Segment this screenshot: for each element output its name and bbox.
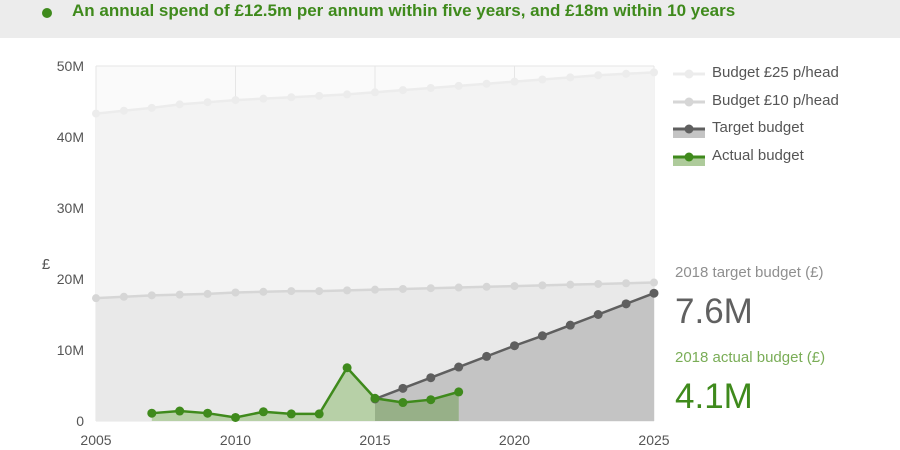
point-budget25[interactable] [259, 94, 268, 103]
point-budget10[interactable] [231, 288, 240, 297]
point-budget25[interactable] [315, 91, 324, 100]
point-budget25[interactable] [147, 103, 156, 112]
actual-budget-value: 4.1M [675, 377, 753, 416]
y-axis-label: £ [42, 256, 51, 273]
legend-swatch-target [673, 124, 705, 138]
point-target[interactable] [593, 310, 603, 319]
point-actual[interactable] [175, 406, 185, 416]
point-target[interactable] [454, 362, 464, 372]
point-actual[interactable] [203, 408, 213, 418]
point-budget25[interactable] [650, 68, 658, 77]
legend-label: Target budget [712, 119, 804, 136]
legend-label: Actual budget [712, 146, 804, 164]
point-actual[interactable] [314, 409, 324, 419]
point-budget10[interactable] [594, 279, 603, 288]
axes: 0 10M 20M 30M 40M 50M 2005 2010 2015 2020 2025 £ [42, 58, 670, 448]
point-budget10[interactable] [343, 286, 352, 295]
target-budget-label: 2018 target budget (£) [675, 264, 824, 281]
point-actual[interactable] [342, 363, 352, 373]
point-budget10[interactable] [119, 292, 128, 301]
point-budget10[interactable] [147, 291, 156, 300]
point-budget25[interactable] [231, 96, 240, 105]
point-budget25[interactable] [510, 77, 519, 86]
x-tick-label: 2015 [359, 432, 390, 448]
y-tick-label: 20M [57, 271, 84, 287]
line-actual [151, 365, 460, 419]
point-budget25[interactable] [622, 69, 631, 78]
point-budget10[interactable] [175, 290, 184, 299]
y-tick-label: 40M [57, 129, 84, 145]
area-overlap [375, 391, 459, 421]
point-actual[interactable] [370, 393, 380, 403]
x-tick-label: 2025 [638, 432, 669, 448]
point-budget10[interactable] [454, 283, 463, 292]
point-budget10[interactable] [426, 284, 435, 293]
point-budget25[interactable] [538, 75, 547, 84]
point-actual[interactable] [454, 387, 464, 397]
point-target[interactable] [482, 351, 492, 361]
legend-label: Budget £10 p/head [712, 91, 839, 109]
point-budget25[interactable] [203, 98, 212, 107]
point-budget10[interactable] [371, 285, 379, 294]
point-actual[interactable] [398, 398, 408, 408]
point-budget10[interactable] [203, 289, 212, 298]
point-budget10[interactable] [622, 279, 631, 288]
point-budget25[interactable] [566, 73, 575, 82]
point-actual[interactable] [286, 409, 296, 419]
area-fills [96, 72, 654, 421]
point-budget10[interactable] [287, 287, 296, 296]
point-budget25[interactable] [454, 81, 463, 90]
y-tick-label: 50M [57, 58, 84, 74]
point-budget10[interactable] [566, 280, 575, 289]
point-budget25[interactable] [398, 86, 407, 95]
point-budget25[interactable] [343, 90, 352, 99]
point-budget10[interactable] [650, 278, 658, 287]
point-target[interactable] [398, 383, 408, 393]
legend-swatch-budget25 [673, 69, 705, 79]
y-tick-label: 0 [76, 413, 84, 429]
actual-budget-label: 2018 actual budget (£) [675, 349, 826, 366]
point-actual[interactable] [426, 395, 436, 405]
point-actual[interactable] [231, 412, 240, 422]
series-points [92, 68, 659, 422]
point-actual[interactable] [147, 408, 157, 418]
bullet-icon [42, 8, 52, 18]
point-target[interactable] [565, 320, 575, 330]
point-target[interactable] [649, 288, 659, 298]
y-tick-label: 30M [57, 200, 84, 216]
page-title: An annual spend of £12.5m per annum with… [72, 1, 736, 20]
point-budget25[interactable] [371, 88, 379, 97]
point-target[interactable] [426, 373, 436, 383]
point-budget25[interactable] [119, 106, 128, 115]
point-budget10[interactable] [92, 294, 100, 303]
point-target[interactable] [621, 299, 631, 309]
target-budget-value: 7.6M [675, 292, 753, 331]
point-target[interactable] [537, 331, 547, 341]
point-budget10[interactable] [510, 282, 519, 291]
point-target[interactable] [510, 341, 519, 351]
point-budget10[interactable] [259, 287, 268, 296]
point-actual[interactable] [258, 407, 268, 417]
legend-swatch-actual [673, 152, 705, 166]
x-tick-label: 2020 [499, 432, 530, 448]
legend-label: Budget £25 p/head [712, 64, 839, 81]
legend-swatch-budget10 [673, 97, 705, 106]
point-budget25[interactable] [426, 84, 435, 93]
point-budget25[interactable] [594, 71, 603, 80]
area-target [375, 293, 654, 421]
point-budget25[interactable] [482, 79, 491, 88]
point-budget10[interactable] [482, 282, 491, 291]
point-budget25[interactable] [287, 93, 296, 102]
x-tick-label: 2005 [80, 432, 111, 448]
header-bar: An annual spend of £12.5m per annum with… [0, 0, 900, 38]
point-budget10[interactable] [538, 281, 547, 290]
y-tick-label: 10M [57, 342, 84, 358]
point-budget25[interactable] [175, 100, 184, 109]
x-tick-label: 2010 [220, 432, 251, 448]
point-budget10[interactable] [398, 284, 407, 293]
point-budget25[interactable] [92, 109, 100, 118]
point-budget10[interactable] [315, 287, 324, 296]
